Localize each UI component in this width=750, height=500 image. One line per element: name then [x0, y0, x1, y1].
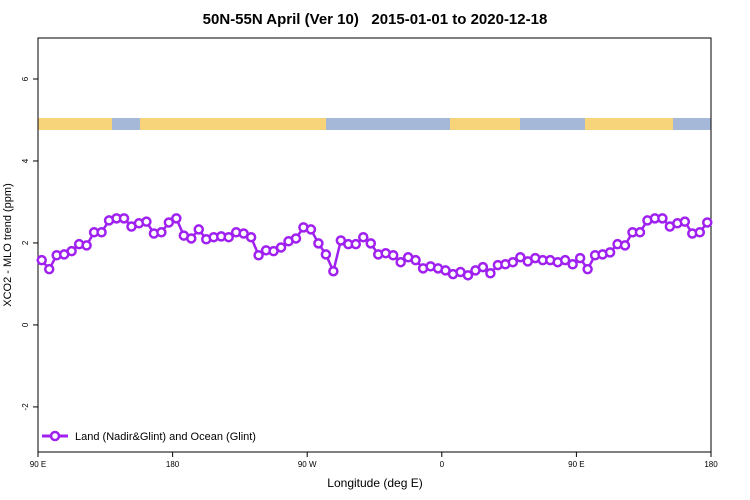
data-point [395, 256, 406, 268]
x-axis-label: Longitude (deg E) [327, 476, 422, 490]
data-point [305, 224, 317, 235]
y-axis-label: XCO2 - MLO trend (ppm) [2, 183, 14, 306]
x-tick-label: 180 [166, 460, 180, 469]
data-point [36, 254, 47, 266]
data-point [485, 268, 496, 279]
land-band [140, 118, 326, 130]
data-point [507, 256, 519, 268]
land-band [585, 118, 673, 130]
data-point [43, 263, 55, 275]
data-point [477, 261, 489, 273]
data-point [193, 224, 205, 235]
data-point [582, 263, 593, 275]
data-point [245, 231, 257, 243]
data-point [410, 254, 421, 266]
chart-title: 50N-55N April (Ver 10) 2015-01-01 to 202… [203, 11, 548, 28]
x-tick-label: 180 [704, 460, 718, 469]
data-point [604, 247, 616, 258]
legend-marker [49, 430, 61, 442]
data-point [275, 242, 287, 253]
data-point [328, 265, 339, 277]
data-point [515, 252, 526, 263]
x-tick-label: 90 E [568, 460, 584, 469]
data-point [694, 227, 706, 238]
x-tick-label: 90 E [30, 460, 46, 469]
data-point [657, 213, 668, 224]
data-point [619, 240, 631, 251]
data-point [96, 227, 107, 238]
data-point [365, 238, 377, 249]
data-point [81, 240, 92, 251]
data-point [350, 238, 362, 250]
legend: Land (Nadir&Glint) and Ocean (Glint) [42, 430, 256, 443]
y-tick-label: 6 [21, 76, 30, 81]
land-band [450, 118, 520, 130]
data-point [320, 249, 332, 260]
data-point [66, 245, 77, 257]
data-point [462, 270, 474, 281]
data-point [118, 213, 130, 224]
data-point [156, 227, 167, 238]
data-point [574, 252, 586, 264]
legend-label: Land (Nadir&Glint) and Ocean (Glint) [75, 431, 256, 443]
y-tick-label: -2 [21, 403, 30, 411]
x-tick-label: 0 [440, 460, 445, 469]
data-point [567, 259, 578, 270]
data-point [141, 216, 152, 227]
data-point [171, 213, 182, 224]
data-point [313, 238, 324, 249]
data-point [290, 233, 302, 244]
data-point [253, 249, 264, 261]
data-point [387, 249, 399, 261]
land-ocean-strip [38, 118, 711, 130]
data-point [559, 254, 571, 266]
y-tick-label: 4 [21, 158, 30, 163]
x-tick-label: 90 W [298, 460, 317, 469]
plot-frame [37, 37, 712, 453]
data-point [163, 217, 175, 228]
data-point [702, 217, 713, 228]
data-point [634, 227, 646, 238]
y-tick-label: 2 [21, 240, 30, 245]
data-point [358, 231, 369, 243]
y-tick-label: 0 [21, 322, 30, 327]
data-point [223, 231, 234, 243]
data-point [679, 216, 691, 227]
data-point [186, 233, 197, 244]
land-band [38, 118, 112, 130]
